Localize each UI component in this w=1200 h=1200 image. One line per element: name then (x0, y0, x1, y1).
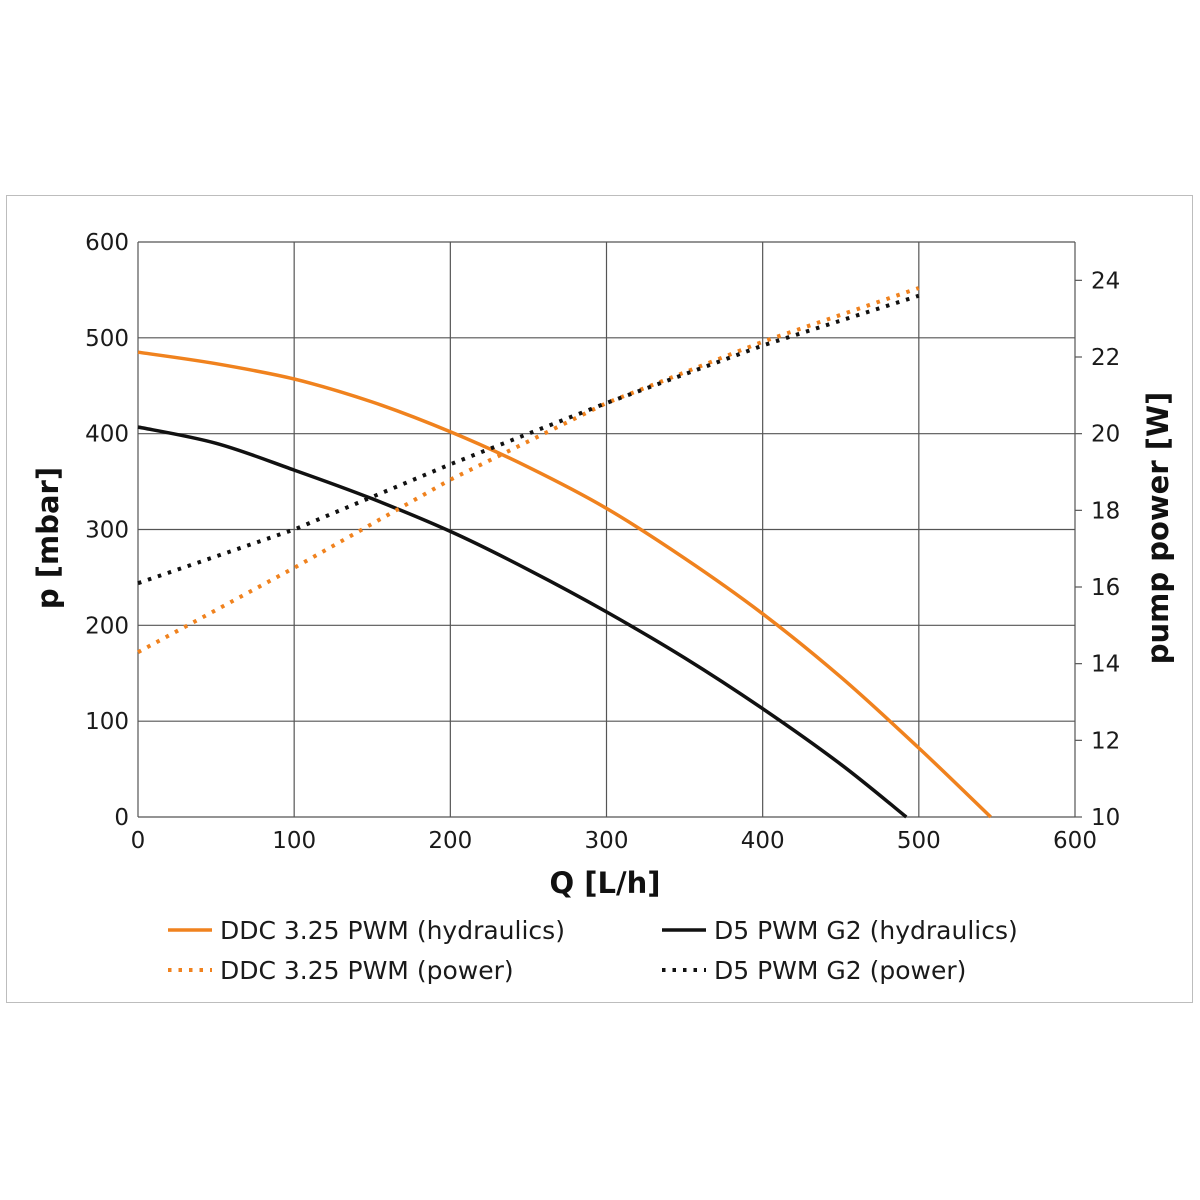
y2-tick-label: 10 (1091, 805, 1120, 831)
y-tick-label: 400 (85, 422, 129, 448)
legend-label-ddc-power: DDC 3.25 PWM (power) (220, 956, 514, 985)
y-tick-label: 200 (85, 613, 129, 639)
x-tick-label: 0 (131, 828, 146, 854)
legend: DDC 3.25 PWM (hydraulics) DDC 3.25 PWM (… (168, 916, 1018, 985)
x-tick-label: 500 (897, 828, 941, 854)
tick-labels: 0 100 200 300 400 500 600010020030040050060010… (85, 230, 1120, 854)
y2-tick-label: 20 (1091, 422, 1120, 448)
y-tick-label: 0 (114, 805, 129, 831)
y-tick-label: 600 (85, 230, 129, 256)
legend-label-d5-hydraulics: D5 PWM G2 (hydraulics) (714, 916, 1018, 945)
series-d5-power (137, 293, 920, 586)
x-tick-label: 300 (585, 828, 629, 854)
x-tick-label: 100 (272, 828, 316, 854)
y2-tick-label: 12 (1091, 728, 1120, 754)
x-tick-label: 200 (428, 828, 472, 854)
y2-tick-label: 14 (1091, 652, 1120, 678)
legend-label-d5-power: D5 PWM G2 (power) (714, 956, 966, 985)
series-layer (137, 286, 992, 819)
series-d5-hydraulics (137, 425, 908, 819)
chart-frame (6, 195, 1193, 1003)
grid-lines (137, 241, 1082, 818)
y2-tick-label: 22 (1091, 345, 1120, 371)
x-axis-title: Q [L/h] (550, 866, 661, 900)
x-tick-label: 400 (741, 828, 785, 854)
series-ddc-power (137, 286, 920, 654)
y2-tick-label: 24 (1091, 268, 1120, 294)
y2-tick-label: 16 (1091, 575, 1120, 601)
y-tick-label: 300 (85, 518, 129, 544)
y-tick-label: 100 (85, 709, 129, 735)
legend-label-ddc-hydraulics: DDC 3.25 PWM (hydraulics) (220, 916, 565, 945)
y-tick-label: 500 (85, 326, 129, 352)
y2-axis-title: pump power [W] (1141, 392, 1175, 665)
y2-tick-label: 18 (1091, 498, 1120, 524)
x-tick-label: 600 (1053, 828, 1097, 854)
y-axis-title: p [mbar] (31, 467, 65, 609)
series-ddc-hydraulics (137, 350, 992, 819)
